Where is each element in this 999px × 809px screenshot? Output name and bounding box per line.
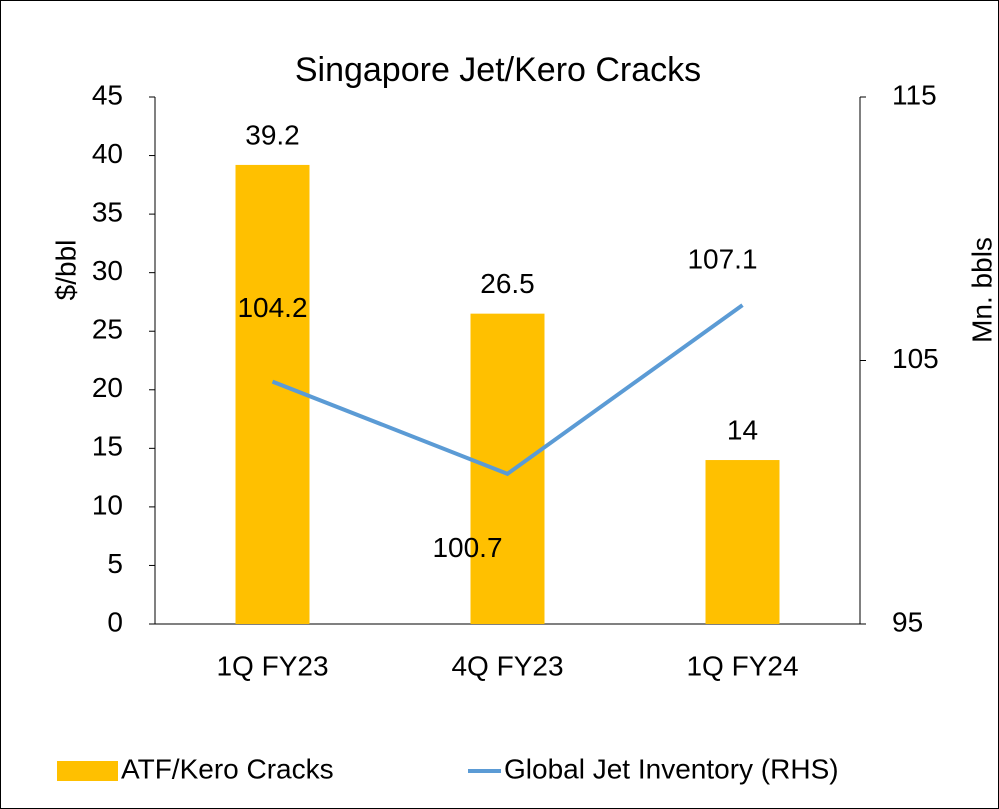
bar xyxy=(235,164,310,624)
bar xyxy=(470,313,545,624)
x-tick-label: 1Q FY23 xyxy=(216,650,328,681)
line-value-label: 104.2 xyxy=(237,292,307,323)
bar-value-label: 14 xyxy=(727,414,758,445)
bar-value-label: 39.2 xyxy=(245,119,300,150)
line-value-label: 107.1 xyxy=(687,244,757,275)
y-tick-label: 45 xyxy=(92,79,123,110)
y2-tick-label: 115 xyxy=(892,79,937,110)
y2-tick-label: 105 xyxy=(892,343,939,374)
y-tick-label: 40 xyxy=(92,138,123,169)
legend-label: Global Jet Inventory (RHS) xyxy=(504,753,839,784)
y-tick-label: 0 xyxy=(107,606,123,637)
y-tick-label: 20 xyxy=(92,372,123,403)
line xyxy=(271,303,744,477)
legend-swatch xyxy=(57,761,118,781)
bar xyxy=(705,460,780,624)
y-axis-title: $/bbl xyxy=(50,240,81,301)
y-tick-label: 35 xyxy=(92,197,123,228)
y-tick-label: 5 xyxy=(107,548,123,579)
line-value-label: 100.7 xyxy=(432,532,502,563)
y-tick-label: 30 xyxy=(92,255,123,286)
x-tick-label: 1Q FY24 xyxy=(686,650,798,681)
y2-axis-title: Mn. bbls xyxy=(966,237,997,343)
y-tick-label: 15 xyxy=(92,431,123,462)
legend-label: ATF/Kero Cracks xyxy=(121,753,334,784)
x-tick-label: 4Q FY23 xyxy=(451,650,563,681)
chart-title: Singapore Jet/Kero Cracks xyxy=(295,51,701,89)
y-tick-label: 10 xyxy=(92,489,123,520)
y2-tick-label: 95 xyxy=(892,606,923,637)
bar-value-label: 26.5 xyxy=(480,268,535,299)
y-tick-label: 25 xyxy=(92,314,123,345)
